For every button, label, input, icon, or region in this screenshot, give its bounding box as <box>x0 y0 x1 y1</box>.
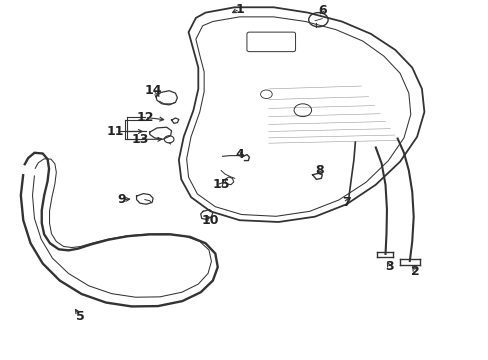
Text: 13: 13 <box>131 133 148 146</box>
Text: 14: 14 <box>144 84 162 97</box>
Text: 15: 15 <box>212 178 229 191</box>
Text: 4: 4 <box>235 148 244 161</box>
Text: 7: 7 <box>342 196 350 209</box>
Text: 10: 10 <box>202 214 219 227</box>
Text: 9: 9 <box>118 193 126 206</box>
Text: 2: 2 <box>410 265 419 278</box>
Text: 6: 6 <box>317 4 326 17</box>
Text: 1: 1 <box>235 3 244 15</box>
Text: 12: 12 <box>136 111 153 124</box>
Text: 8: 8 <box>315 164 324 177</box>
Text: 5: 5 <box>76 310 84 323</box>
Text: 3: 3 <box>384 260 393 273</box>
Text: 11: 11 <box>107 125 124 138</box>
